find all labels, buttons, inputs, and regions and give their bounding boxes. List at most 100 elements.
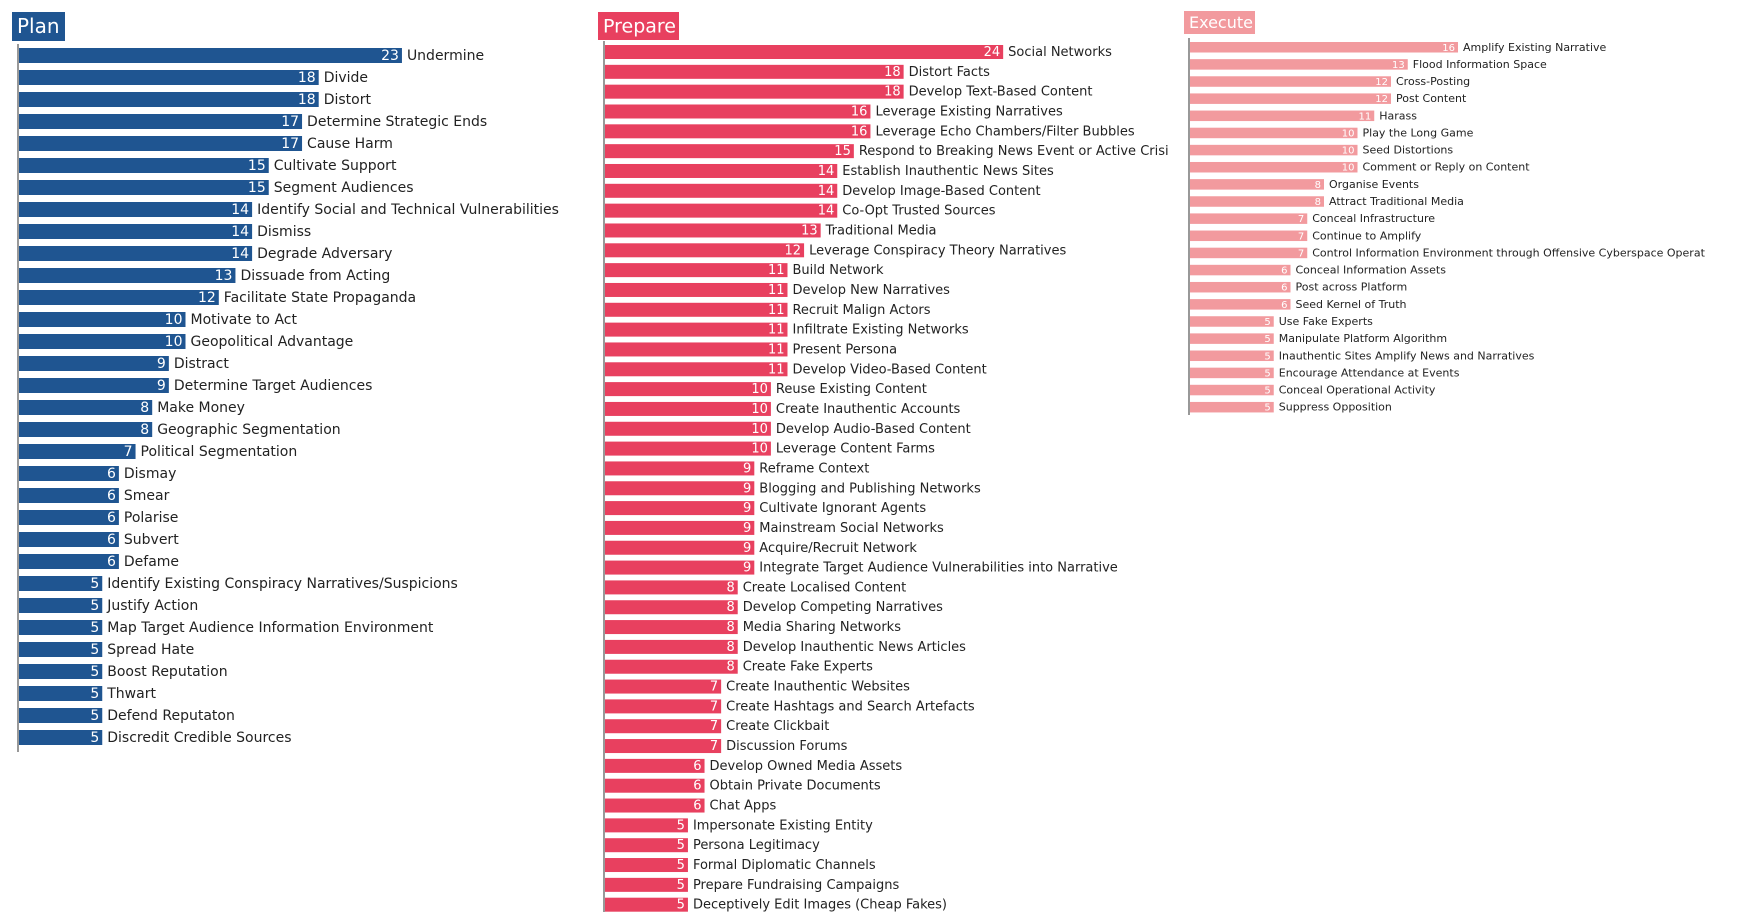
- prepare-category-label: Develop Video-Based Content: [792, 362, 986, 377]
- prepare-value-label: 12: [785, 243, 802, 258]
- execute-value-label: 5: [1264, 334, 1270, 345]
- prepare-category-label: Deceptively Edit Images (Cheap Fakes): [693, 898, 947, 913]
- plan-category-label: Determine Strategic Ends: [307, 114, 487, 130]
- execute-value-label: 7: [1298, 214, 1304, 225]
- plan-bar: [19, 136, 303, 151]
- plan-value-label: 17: [281, 136, 299, 152]
- prepare-bar: [605, 501, 755, 516]
- plan-value-label: 5: [90, 620, 99, 636]
- prepare-value-label: 14: [818, 204, 835, 219]
- plan-category-label: Boost Reputation: [107, 664, 227, 680]
- plan-category-label: Thwart: [106, 686, 156, 702]
- prepare-value-label: 9: [743, 481, 751, 496]
- plan-value-label: 10: [165, 334, 183, 350]
- prepare-bar: [605, 243, 805, 258]
- execute-bar: [1190, 42, 1458, 53]
- execute-category-label: Encourage Attendance at Events: [1279, 366, 1460, 379]
- plan-category-label: Facilitate State Propaganda: [224, 290, 416, 306]
- execute-category-label: Suppress Opposition: [1279, 401, 1392, 414]
- execute-value-label: 5: [1264, 403, 1270, 414]
- execute-bar: [1190, 179, 1324, 190]
- plan-value-label: 18: [298, 92, 316, 108]
- prepare-value-label: 5: [677, 818, 685, 833]
- plan-bar: [19, 268, 236, 283]
- plan-category-label: Cause Harm: [307, 136, 393, 152]
- prepare-category-label: Prepare Fundraising Campaigns: [693, 878, 900, 893]
- prepare-bar: [605, 342, 788, 357]
- prepare-category-label: Create Localised Content: [743, 580, 907, 595]
- prepare-value-label: 8: [726, 620, 734, 635]
- plan-value-label: 14: [231, 202, 249, 218]
- plan-bar: [19, 312, 186, 327]
- plan-bar: [19, 422, 153, 437]
- execute-category-label: Harass: [1379, 109, 1417, 122]
- execute-panel: Execute 16 Amplify Existing Narrative 13 Flo…: [1184, 11, 1706, 415]
- plan-value-label: 15: [248, 180, 266, 196]
- prepare-category-label: Social Networks: [1008, 45, 1112, 60]
- prepare-value-label: 8: [726, 580, 734, 595]
- prepare-category-label: Respond to Breaking News Event or Active…: [859, 144, 1169, 159]
- prepare-value-label: 7: [710, 680, 718, 695]
- plan-value-label: 14: [231, 224, 249, 240]
- plan-value-label: 6: [107, 532, 116, 548]
- plan-bar: [19, 664, 103, 679]
- prepare-value-label: 10: [751, 382, 768, 397]
- prepare-title: Prepare: [603, 16, 676, 38]
- prepare-bar: [605, 818, 688, 833]
- prepare-bar: [605, 223, 821, 238]
- prepare-bar: [605, 461, 755, 476]
- plan-value-label: 5: [90, 686, 99, 702]
- execute-title: Execute: [1189, 13, 1253, 32]
- execute-bar: [1190, 401, 1274, 413]
- prepare-value-label: 9: [743, 521, 751, 536]
- execute-category-label: Manipulate Platform Algorithm: [1279, 332, 1447, 345]
- plan-bar: [19, 334, 186, 349]
- plan-bar: [19, 48, 402, 63]
- plan-category-label: Geographic Segmentation: [157, 422, 340, 438]
- prepare-bar: [605, 639, 738, 654]
- execute-bar: [1190, 333, 1274, 344]
- prepare-category-label: Leverage Echo Chambers/Filter Bubbles: [875, 124, 1134, 139]
- prepare-category-label: Leverage Conspiracy Theory Narratives: [809, 243, 1066, 258]
- prepare-bar: [605, 124, 871, 139]
- execute-bar: [1190, 59, 1408, 70]
- prepare-bar: [605, 481, 755, 496]
- plan-category-label: Identify Social and Technical Vulnerabil…: [257, 202, 559, 218]
- plan-value-label: 5: [90, 708, 99, 724]
- execute-bar: [1190, 350, 1274, 362]
- prepare-category-label: Recruit Malign Actors: [792, 303, 930, 318]
- prepare-category-label: Cultivate Ignorant Agents: [759, 501, 926, 516]
- prepare-bar: [605, 421, 771, 436]
- prepare-category-label: Develop Audio-Based Content: [776, 422, 971, 437]
- plan-bar: [19, 620, 103, 635]
- prepare-value-label: 5: [677, 858, 685, 873]
- prepare-bar: [605, 144, 854, 159]
- prepare-bar: [605, 183, 838, 198]
- plan-value-label: 5: [90, 664, 99, 680]
- prepare-value-label: 16: [851, 124, 868, 139]
- plan-title: Plan: [17, 14, 60, 38]
- execute-bar: [1190, 230, 1308, 242]
- plan-category-label: Identify Existing Conspiracy Narratives/…: [107, 576, 458, 592]
- prepare-category-label: Present Persona: [792, 342, 897, 357]
- plan-category-label: Justify Action: [106, 598, 198, 614]
- prepare-value-label: 18: [884, 65, 901, 80]
- execute-value-label: 10: [1342, 128, 1355, 139]
- plan-bar: [19, 356, 169, 371]
- prepare-category-label: Create Fake Experts: [743, 660, 873, 675]
- prepare-value-label: 6: [693, 799, 701, 814]
- prepare-value-label: 7: [710, 739, 718, 754]
- prepare-category-label: Infiltrate Existing Networks: [792, 323, 968, 338]
- plan-category-label: Defame: [124, 554, 179, 570]
- execute-bar: [1190, 367, 1274, 379]
- prepare-value-label: 10: [751, 442, 768, 457]
- prepare-value-label: 5: [677, 838, 685, 853]
- prepare-value-label: 11: [768, 362, 785, 377]
- prepare-category-label: Develop Owned Media Assets: [710, 759, 903, 774]
- prepare-bar: [605, 659, 738, 674]
- prepare-bar: [605, 739, 722, 754]
- plan-value-label: 7: [124, 444, 133, 460]
- prepare-value-label: 11: [768, 342, 785, 357]
- prepare-bar: [605, 382, 771, 397]
- plan-category-label: Motivate to Act: [191, 312, 298, 328]
